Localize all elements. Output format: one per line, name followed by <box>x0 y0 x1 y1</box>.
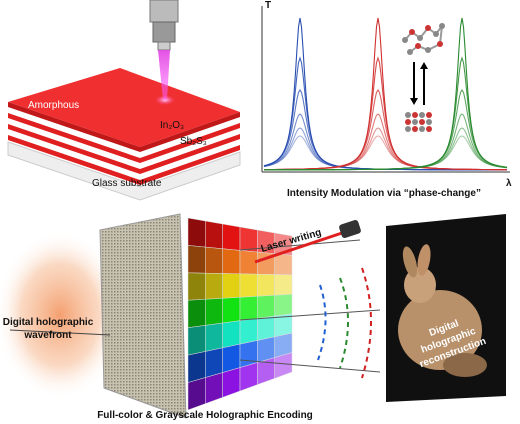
grid-cell <box>257 295 275 319</box>
grid-cell <box>257 273 275 297</box>
caption: Full-color & Grayscale Holographic Encod… <box>97 410 313 421</box>
ray <box>239 359 381 373</box>
grid-cell <box>222 320 241 349</box>
laser-beam <box>158 50 170 100</box>
amorphous-bonds <box>404 22 444 53</box>
hologram-plate <box>99 213 187 419</box>
grid-cell <box>274 274 293 296</box>
atom <box>412 112 418 118</box>
grid-cell <box>187 217 206 248</box>
layer <box>8 102 240 152</box>
objective-body <box>149 0 179 23</box>
atom <box>405 119 411 125</box>
atom <box>426 126 432 132</box>
grid-cell <box>205 272 223 300</box>
grid-cell <box>239 273 258 298</box>
grid-cell <box>205 220 223 250</box>
spectrum-curve <box>264 88 508 171</box>
atom <box>412 126 418 132</box>
wave <box>317 284 327 361</box>
grid-cell <box>239 296 258 322</box>
atom <box>405 112 411 118</box>
spectrum-curve <box>264 135 507 171</box>
caption: Intensity Modulation via “phase-change” <box>287 188 481 199</box>
crystal <box>405 112 432 132</box>
spectra <box>261 6 510 173</box>
laser-line <box>254 230 346 264</box>
bunny <box>398 244 487 377</box>
wavefront-label: wavefront <box>23 330 72 341</box>
wavefront-label: Digital holographic <box>3 317 94 328</box>
grid-cell <box>222 223 241 251</box>
layer <box>8 135 240 185</box>
atom <box>419 119 425 125</box>
atom <box>419 126 425 132</box>
objective <box>149 0 179 100</box>
axis-label: λ <box>506 178 512 189</box>
grid-cell <box>274 294 293 317</box>
grid-cell <box>239 362 258 392</box>
grid-cell <box>274 352 293 379</box>
arrow-head <box>410 98 418 105</box>
grid-cell <box>187 351 206 383</box>
rays <box>239 239 381 379</box>
layer-label: Amorphous <box>28 100 79 111</box>
molecules <box>402 22 445 132</box>
substrate-label: Glass substrate <box>92 178 162 189</box>
wave <box>361 267 372 379</box>
laser-pen <box>254 220 361 264</box>
atom <box>426 112 432 118</box>
wavefront-arrow <box>9 329 111 336</box>
atom <box>412 119 418 125</box>
grid-cell <box>205 246 223 274</box>
axis-label: T <box>265 0 271 11</box>
spectrum-curve <box>264 127 508 171</box>
grid-cell <box>187 245 206 274</box>
atom <box>426 119 432 125</box>
grid-cell <box>239 250 258 275</box>
grid-cell <box>257 315 275 341</box>
layer <box>8 124 240 174</box>
ray <box>239 309 381 321</box>
wave <box>339 277 349 369</box>
grid-cell <box>205 298 223 326</box>
grid-cell <box>239 318 258 345</box>
atom <box>419 112 425 118</box>
spectrum-curve <box>264 135 508 171</box>
spectrum-curve <box>264 127 507 171</box>
grid-cell <box>274 253 293 276</box>
layer-label: Sb₂S₃ <box>180 136 207 147</box>
color-grid <box>187 217 293 411</box>
layer <box>8 113 240 163</box>
grid-cell <box>222 273 241 299</box>
grid-cell <box>187 377 206 411</box>
arrow-head <box>420 62 428 69</box>
substrate-side <box>7 141 241 201</box>
wavefront-glow <box>0 230 125 400</box>
grid-cell <box>222 248 241 275</box>
ray <box>239 239 361 251</box>
objective-body <box>152 21 176 43</box>
laser-body <box>339 220 361 238</box>
grid-cell <box>205 322 223 352</box>
objective-tip <box>157 41 171 51</box>
top-layer <box>8 68 240 147</box>
atom <box>405 126 411 132</box>
grid-cell <box>187 299 206 329</box>
layer-label: In₂O₃ <box>160 120 184 131</box>
grid-cell <box>187 325 206 356</box>
grid-cell <box>205 372 223 405</box>
grid-cell <box>222 367 241 398</box>
layer-stack <box>7 68 241 201</box>
grid-cell <box>187 272 206 301</box>
grid-cell <box>222 297 241 324</box>
